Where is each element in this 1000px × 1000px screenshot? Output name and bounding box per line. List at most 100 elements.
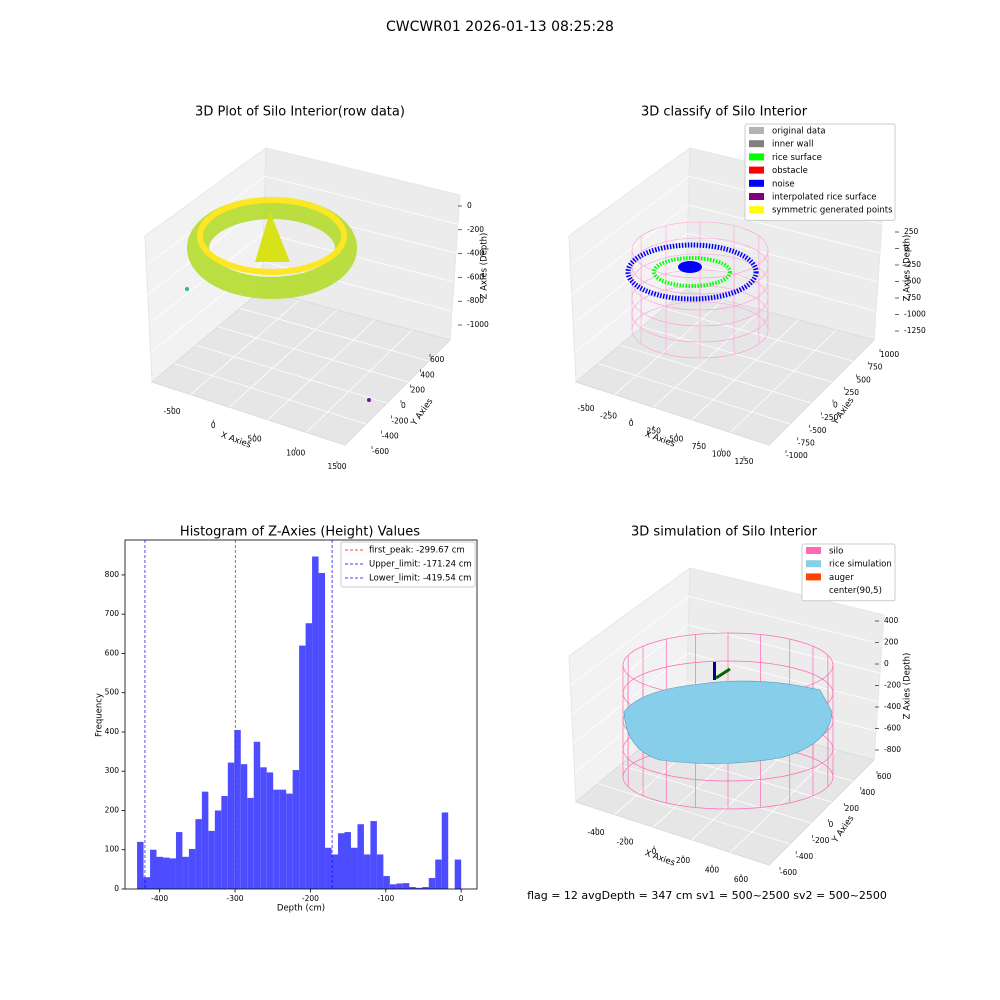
bar	[201, 791, 209, 889]
panel-3d: 3D Plot of Silo Interior(row data) -500 0 5…	[144, 105, 490, 471]
figure-title: CWCWR01 2026-01-13 08:25:28	[386, 19, 614, 35]
legend-label: symmetric generated points	[772, 206, 893, 216]
y-axis-label: Y Axies	[830, 813, 857, 845]
y-tick-label: 600	[105, 648, 120, 657]
legend-label: rice simulation	[829, 560, 892, 570]
chart-title: Histogram of Z-Axies (Height) Values	[180, 525, 420, 540]
y-tick-label: -600	[780, 868, 797, 877]
bar	[162, 857, 170, 889]
y-tick-label: 600	[877, 772, 892, 781]
y-tick-label: -400	[382, 432, 399, 441]
z-tick-label: -400	[884, 702, 901, 711]
x-tick-label: -300	[227, 894, 244, 903]
x-tick-label: 0	[459, 894, 464, 903]
y-tick-label: 0	[114, 884, 119, 893]
chart-title: 3D simulation of Silo Interior	[631, 525, 818, 540]
pane-grid	[571, 624, 689, 715]
legend-label: noise	[772, 179, 795, 189]
surface-ring	[652, 256, 732, 288]
bar	[208, 830, 215, 889]
annotation: flag = 12 avgDepth = 347 cm sv1 = 500~25…	[527, 889, 887, 902]
y-tick-label: -400	[796, 852, 813, 861]
z-axis-label: Z Axies (Depth)	[480, 233, 490, 300]
legend-label: inner wall	[772, 140, 813, 150]
y-tick-label: -200	[812, 836, 829, 845]
legend-label: center(90,5)	[829, 586, 882, 596]
bar	[253, 741, 261, 889]
y-tick-label: 100	[105, 845, 120, 854]
z-tick-label: 400	[884, 616, 899, 625]
z-tick-label: -1250	[904, 326, 926, 335]
bar	[150, 849, 157, 889]
legend-swatch	[749, 153, 764, 161]
pane-grid	[228, 309, 338, 408]
pane-grid	[570, 596, 690, 686]
bar	[273, 789, 280, 889]
z-tick-label: 200	[884, 638, 899, 647]
pane-grid	[619, 764, 812, 824]
y-tick-label: -250	[821, 413, 838, 422]
point-cloud	[187, 197, 357, 299]
pane-grid	[571, 204, 689, 295]
auger-arrow	[715, 667, 731, 680]
x-tick-label: 1000	[712, 449, 731, 458]
y-tick-label: 400	[105, 727, 120, 736]
bar	[454, 859, 462, 889]
x-tick-label: 0	[652, 847, 657, 856]
bar	[260, 767, 267, 889]
pane-grid	[306, 329, 413, 433]
x-axis-label: Depth (cm)	[277, 904, 325, 914]
bar	[221, 795, 228, 889]
pane-grid	[597, 363, 791, 425]
bar	[175, 832, 183, 889]
panel-3d: 3D classify of Silo Interior -500 -250 0 250…	[568, 105, 926, 466]
bar	[409, 887, 416, 889]
z-axis-label: Z Axies (Depth)	[903, 653, 913, 720]
y-tick-label: -600	[372, 447, 389, 456]
z-tick-label: -200	[884, 681, 901, 690]
z-tick-label: -500	[904, 277, 921, 286]
z-tick-label: -1000	[467, 320, 489, 329]
legend-swatch	[749, 127, 764, 134]
legend-swatch	[806, 586, 821, 594]
bar	[214, 810, 222, 889]
bar	[143, 877, 151, 889]
bar	[383, 876, 390, 889]
bar	[286, 793, 293, 889]
x-tick-label: 200	[676, 856, 691, 865]
z-tick-label: -250	[904, 260, 921, 269]
pane-grid	[572, 652, 688, 744]
y-tick-label: 300	[105, 766, 120, 775]
x-tick-label: -500	[577, 404, 594, 413]
legend-label: Lower_limit: -419.54 cm	[369, 574, 471, 584]
pane-grid	[652, 309, 762, 408]
pane-grid	[641, 326, 833, 383]
x-tick-label: 1000	[286, 448, 305, 457]
rice-surface	[623, 680, 833, 764]
z-tick-label: -600	[467, 272, 484, 281]
pane-grid	[267, 319, 376, 421]
x-axis-label: X Axies	[643, 848, 676, 868]
pane-grid	[687, 232, 879, 283]
bar	[156, 856, 163, 889]
z-axis-label: Z Axies (Depth)	[903, 235, 913, 302]
y-tick-label: 200	[845, 804, 860, 813]
z-tick-label: -200	[467, 225, 484, 234]
x-tick-label: 0	[629, 419, 634, 428]
bar	[318, 572, 326, 889]
legend-label: obstacle	[772, 166, 808, 176]
bar	[402, 883, 410, 889]
y-tick-label: 0	[829, 820, 834, 829]
z-tick-label: -750	[904, 293, 921, 302]
bar	[182, 856, 189, 889]
y-tick-label: 700	[105, 609, 120, 618]
legend-label: Upper_limit: -171.24 cm	[369, 560, 472, 570]
bar	[363, 854, 371, 889]
legend-swatch	[806, 560, 821, 568]
x-tick-label: -200	[302, 894, 319, 903]
bar	[441, 812, 449, 889]
legend-swatch	[749, 166, 764, 174]
legend-box	[340, 541, 476, 588]
bar	[435, 859, 442, 889]
bar	[169, 858, 176, 889]
